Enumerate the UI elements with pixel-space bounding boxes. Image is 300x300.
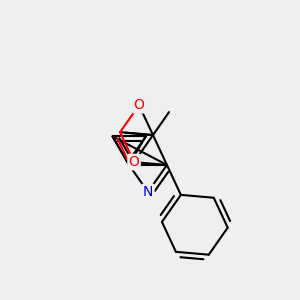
Text: N: N	[143, 185, 153, 199]
Text: O: O	[134, 98, 145, 112]
Text: O: O	[129, 155, 140, 169]
